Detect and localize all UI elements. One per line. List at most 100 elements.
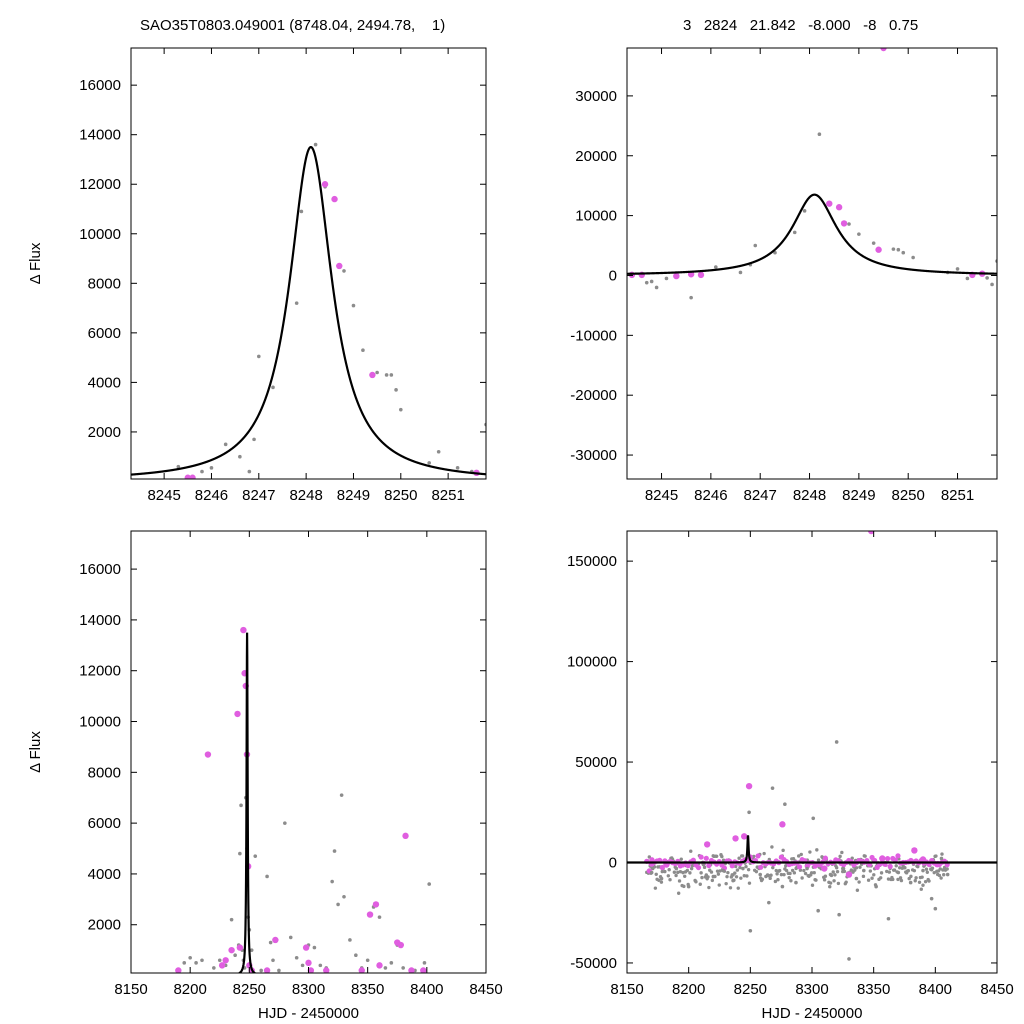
band-point-gray: [674, 873, 678, 878]
band-point-gray: [878, 876, 883, 880]
band-point-gray: [934, 854, 938, 858]
data-point-gray: [313, 142, 318, 147]
band-point-gray: [800, 876, 804, 880]
data-point-gray: [731, 878, 735, 883]
data-point-gray: [375, 370, 379, 375]
band-point-gray: [760, 877, 765, 881]
x-tick-label: 8450: [980, 981, 1013, 998]
band-point-gray: [762, 851, 766, 856]
x-tick-label: 8245: [147, 487, 180, 504]
band-point-gray: [812, 871, 816, 875]
data-point-gray: [891, 247, 896, 251]
band-point-magenta: [685, 863, 691, 869]
band-point-gray: [796, 854, 801, 858]
data-point-gray: [896, 870, 901, 875]
band-point-gray: [937, 873, 942, 878]
band-point-magenta: [695, 864, 702, 871]
data-point-magenta: [336, 262, 343, 270]
data-point-gray: [377, 915, 382, 919]
data-point-gray: [886, 916, 891, 921]
band-point-gray: [657, 878, 661, 882]
data-point-gray: [384, 373, 389, 377]
band-point-gray: [816, 858, 821, 862]
band-point-gray: [683, 874, 687, 879]
data-point-magenta: [779, 821, 786, 828]
band-point-gray: [858, 865, 862, 869]
band-point-gray: [782, 872, 786, 877]
data-point-gray: [223, 442, 228, 447]
band-point-gray: [924, 867, 929, 871]
band-point-magenta: [822, 855, 829, 861]
chart-panel-top-left: 8245 8246 8247 8248 8249 8250 8251 2000 4000 6000…: [27, 47, 487, 504]
band-point-gray: [897, 866, 902, 870]
band-point-gray: [844, 880, 848, 884]
band-point-gray: [917, 880, 922, 884]
data-point-magenta: [236, 944, 244, 951]
model-curve: [627, 835, 997, 864]
model-curve: [627, 193, 997, 275]
band-point-gray: [808, 850, 812, 854]
band-point-magenta: [796, 864, 803, 870]
band-point-gray: [814, 878, 818, 882]
band-point-gray: [699, 871, 703, 875]
band-point-gray: [733, 871, 737, 875]
band-point-gray: [773, 879, 778, 884]
band-point-gray: [702, 865, 707, 870]
data-point-gray: [854, 876, 859, 881]
data-point-magenta: [189, 474, 196, 479]
data-point-magenta: [331, 195, 338, 203]
data-point-gray: [654, 285, 659, 290]
data-point-gray: [649, 279, 654, 284]
y-tick-label: 10000: [575, 208, 617, 225]
band-point-gray: [892, 868, 897, 872]
data-point-gray: [188, 955, 192, 960]
band-point-gray: [718, 869, 722, 873]
band-point-gray: [714, 854, 719, 858]
data-point-gray: [794, 880, 798, 885]
band-point-magenta: [755, 853, 761, 859]
y-tick-label: 150000: [567, 553, 617, 570]
x-axis-label: HJD - 2450000: [258, 1005, 359, 1022]
data-point-gray: [945, 872, 950, 877]
band-point-gray: [921, 883, 925, 887]
y-tick-label: 0: [609, 267, 617, 284]
band-point-gray: [716, 872, 721, 876]
data-point-gray: [394, 388, 398, 392]
band-point-gray: [833, 873, 837, 877]
data-point-gray: [271, 958, 275, 963]
data-point-gray: [332, 849, 337, 853]
band-point-gray: [677, 879, 682, 883]
band-point-gray: [920, 875, 924, 879]
band-point-magenta: [892, 857, 898, 863]
band-point-gray: [774, 868, 778, 873]
x-tick-label: 8248: [793, 487, 826, 504]
band-point-magenta: [729, 863, 735, 869]
data-point-gray: [644, 280, 649, 285]
data-point-magenta: [868, 531, 875, 535]
band-point-gray: [790, 868, 795, 873]
band-point-gray: [822, 878, 827, 882]
data-point-gray: [300, 963, 305, 968]
band-point-gray: [932, 870, 936, 875]
band-point-gray: [725, 874, 729, 879]
band-point-magenta: [885, 855, 891, 862]
data-point-gray: [253, 854, 258, 858]
data-point-magenta: [302, 944, 310, 951]
band-point-gray: [784, 868, 789, 873]
data-point-magenta: [732, 835, 739, 842]
band-point-gray: [866, 878, 871, 882]
data-point-magenta: [323, 967, 330, 973]
data-point-gray: [209, 466, 214, 470]
data-point-gray: [330, 879, 334, 884]
y-tick-label: 16000: [79, 77, 121, 94]
data-point-gray: [294, 955, 299, 960]
data-point-gray: [239, 803, 243, 808]
data-point-gray: [792, 230, 797, 235]
data-point-gray: [990, 282, 994, 287]
band-point-gray: [896, 877, 900, 882]
band-point-gray: [769, 873, 773, 877]
band-point-gray: [891, 877, 895, 882]
band-point-gray: [788, 871, 792, 876]
x-tick-label: 8300: [795, 981, 828, 998]
x-tick-label: 8246: [195, 487, 228, 504]
